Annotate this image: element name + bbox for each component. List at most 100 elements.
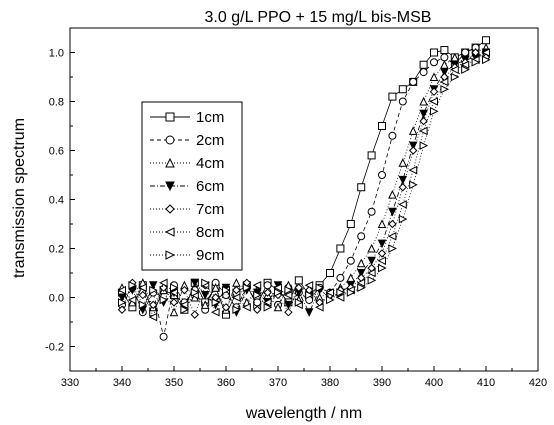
y-axis-ticks: -0.2 0.0 0.2 0.4 0.6 0.8 1.0	[45, 48, 75, 354]
x-tick-label: 340	[113, 377, 131, 389]
marker-triangle-right	[294, 298, 304, 307]
marker-triangle-left	[117, 285, 126, 295]
marker-triangle-right	[450, 72, 460, 82]
legend-item: 7cm	[150, 201, 224, 218]
legend-label: 9cm	[196, 247, 224, 264]
marker-triangle-right	[274, 288, 283, 297]
marker-diamond	[221, 303, 231, 312]
marker-triangle-down	[165, 181, 175, 192]
marker-diamond	[294, 283, 304, 292]
marker-triangle-up	[232, 278, 241, 287]
marker-triangle-right	[326, 295, 335, 305]
marker-diamond	[252, 305, 262, 314]
data-series-group	[117, 36, 491, 341]
marker-triangle-left	[325, 288, 334, 297]
marker-circle	[378, 171, 386, 179]
marker-triangle-right	[378, 263, 387, 273]
marker-square	[367, 151, 376, 160]
marker-square	[430, 48, 438, 57]
marker-triangle-left	[283, 290, 293, 300]
marker-triangle-left	[252, 280, 262, 290]
marker-circle	[263, 281, 272, 290]
marker-triangle-down	[304, 308, 314, 317]
marker-triangle-up	[169, 307, 179, 317]
marker-triangle-right	[253, 290, 262, 300]
marker-triangle-right	[305, 290, 314, 300]
legend-item: 4cm	[150, 155, 224, 172]
marker-diamond	[165, 204, 175, 214]
marker-triangle-right	[346, 288, 356, 297]
marker-triangle-left	[335, 293, 345, 302]
x-tick-label: 380	[321, 377, 339, 389]
marker-square	[165, 112, 175, 122]
marker-diamond	[377, 249, 387, 258]
marker-triangle-right	[471, 57, 481, 67]
marker-triangle-down	[440, 68, 449, 77]
marker-diamond	[284, 307, 293, 317]
x-tick-label: 420	[529, 377, 547, 389]
marker-triangle-down	[377, 239, 387, 249]
marker-triangle-right	[315, 283, 325, 293]
marker-triangle-up	[429, 72, 439, 81]
marker-triangle-right	[128, 280, 138, 290]
marker-triangle-right	[430, 106, 439, 116]
marker-triangle-left	[127, 295, 137, 305]
marker-triangle-right	[357, 283, 366, 293]
y-tick-label: -0.2	[45, 342, 64, 354]
marker-diamond	[117, 305, 127, 314]
marker-triangle-left	[429, 97, 438, 106]
marker-triangle-up	[346, 273, 356, 282]
marker-triangle-right	[461, 65, 470, 74]
marker-triangle-down	[284, 300, 293, 310]
marker-diamond	[408, 146, 418, 155]
marker-triangle-right	[149, 285, 158, 295]
marker-triangle-left	[366, 268, 376, 278]
x-axis-label: wavelength / nm	[245, 405, 363, 422]
marker-triangle-down	[419, 109, 428, 119]
marker-triangle-left	[356, 278, 366, 288]
marker-diamond	[429, 87, 439, 96]
marker-triangle-up	[200, 300, 210, 309]
marker-triangle-left	[387, 231, 397, 241]
marker-square	[294, 276, 303, 285]
legend-label: 8cm	[196, 224, 224, 241]
marker-triangle-right	[440, 84, 450, 94]
marker-circle	[357, 232, 366, 241]
marker-triangle-left	[164, 227, 175, 237]
marker-triangle-down	[356, 269, 366, 278]
y-tick-label: 0.2	[49, 244, 64, 256]
marker-triangle-left	[398, 200, 407, 209]
marker-triangle-up	[419, 96, 428, 106]
marker-circle	[398, 97, 407, 106]
marker-circle	[159, 332, 168, 341]
marker-square	[378, 122, 386, 130]
marker-diamond	[148, 300, 158, 310]
marker-triangle-left	[158, 278, 168, 288]
marker-circle	[440, 53, 449, 62]
marker-triangle-right	[118, 298, 127, 307]
marker-diamond	[190, 310, 200, 319]
marker-triangle-up	[165, 157, 175, 168]
marker-triangle-down	[367, 256, 376, 266]
marker-triangle-left	[460, 60, 470, 70]
legend-item: 2cm	[150, 132, 224, 149]
marker-diamond	[232, 285, 241, 295]
marker-triangle-left	[418, 126, 428, 136]
marker-triangle-right	[138, 300, 148, 310]
marker-circle	[419, 68, 428, 77]
legend-item: 1cm	[150, 109, 224, 126]
marker-circle	[461, 48, 470, 57]
marker-triangle-right	[398, 214, 408, 224]
marker-triangle-right	[388, 244, 398, 253]
marker-triangle-left	[481, 48, 490, 57]
marker-triangle-down	[117, 293, 127, 303]
marker-triangle-left	[179, 300, 189, 310]
marker-square	[440, 46, 449, 55]
marker-square	[419, 60, 428, 69]
marker-square	[388, 92, 397, 101]
marker-triangle-left	[262, 298, 272, 307]
marker-triangle-right	[190, 288, 200, 297]
marker-diamond	[180, 285, 189, 295]
marker-diamond	[471, 48, 480, 57]
